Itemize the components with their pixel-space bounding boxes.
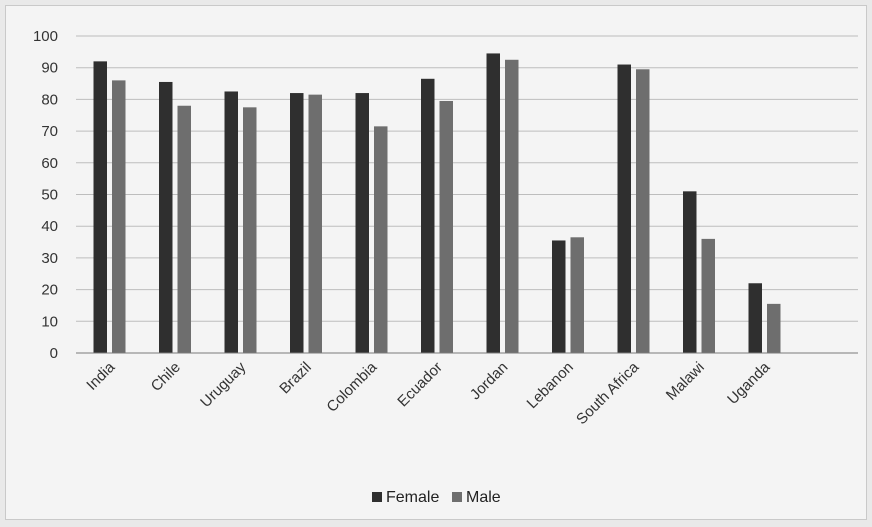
bar-male-colombia [374,126,388,353]
bar-male-ecuador [439,100,453,353]
bar-female-jordan [486,53,500,354]
x-tick-label: Malawi [663,359,708,404]
bar-female-malawi [683,191,697,353]
y-tick-label: 70 [41,123,58,140]
bar-male-lebanon [570,237,584,353]
y-tick-label: 60 [41,155,58,172]
legend: Female Male [372,489,501,506]
bar-male-uganda [767,303,781,353]
y-tick-label: 20 [41,282,58,299]
bar-female-uganda [748,283,762,353]
x-tick-label: South Africa [573,358,643,428]
y-tick-label: 40 [41,218,58,235]
bar-female-india [93,61,107,354]
x-tick-label: Chile [148,359,184,395]
y-tick-label: 100 [33,28,58,45]
legend-swatch-female [372,492,382,502]
y-tick-label: 80 [41,91,58,108]
x-tick-label: Uruguay [197,358,249,410]
bar-chart: 0 10 20 30 40 50 60 70 80 90 100 India Chile Uruguay… [33,28,858,506]
x-axis-labels: India Chile Uruguay Brazil Colombia Ecuador Jo… [83,358,773,428]
bar-male-brazil [308,94,322,354]
bar-male-india [112,80,126,353]
x-tick-label: India [83,358,118,393]
bar-male-south-africa [636,69,650,353]
bar-female-brazil [290,93,304,353]
y-tick-label: 50 [41,187,58,204]
bar-female-uruguay [224,91,238,353]
bars [93,53,781,354]
y-axis-ticks: 0 10 20 30 40 50 60 70 80 90 100 [33,28,58,362]
x-tick-label: Ecuador [394,359,446,411]
bar-male-uruguay [243,107,257,353]
legend-label-male: Male [466,489,501,506]
y-tick-label: 30 [41,250,58,267]
bar-female-colombia [355,93,369,353]
bar-male-malawi [701,238,715,353]
bar-male-chile [177,105,191,354]
chart-frame: 0 10 20 30 40 50 60 70 80 90 100 India Chile Uruguay… [5,5,867,520]
bar-female-ecuador [421,78,435,354]
x-tick-label: Lebanon [524,359,577,412]
legend-swatch-male [452,492,462,502]
y-tick-label: 90 [41,60,58,77]
y-tick-label: 10 [41,313,58,330]
x-tick-label: Brazil [276,359,315,398]
bar-female-chile [159,81,173,353]
bar-female-south-africa [617,64,631,353]
x-tick-label: Jordan [467,359,511,403]
x-tick-label: Colombia [323,358,380,415]
x-tick-label: Uganda [724,358,774,408]
legend-label-female: Female [386,489,439,506]
y-tick-label: 0 [50,345,58,362]
bar-male-jordan [505,59,519,354]
gridlines [76,35,858,354]
bar-female-lebanon [552,240,566,353]
